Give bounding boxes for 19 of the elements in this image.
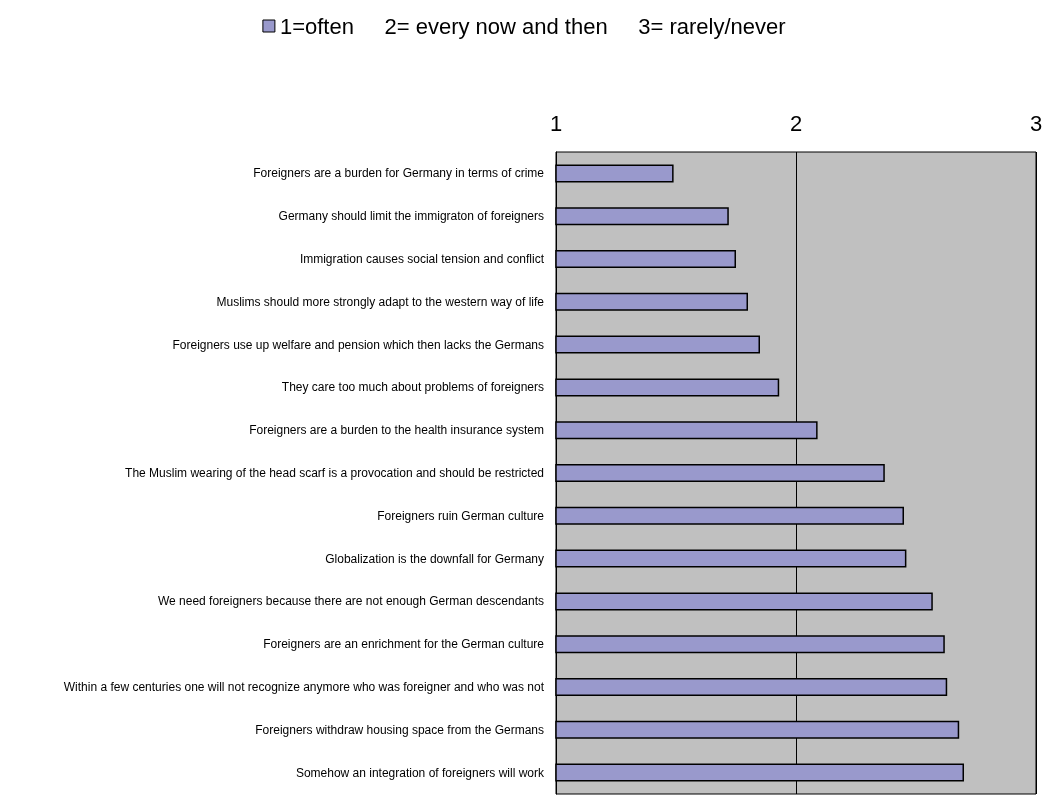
y-tick-label: We need foreigners because there are not enough German descendants <box>157 594 544 609</box>
y-tick-label: Muslims should more strongly adapt to the western way of life <box>216 294 545 309</box>
y-tick-label: Foreigners use up welfare and pension which then lacks the Germans <box>172 337 544 352</box>
y-tick-label: Foreigners are a burden for Germany in terms of crime <box>253 166 545 181</box>
x-tick-label: 1 <box>549 110 563 136</box>
y-tick-label: Foreigners ruin German culture <box>377 508 545 523</box>
y-tick-label: They care too much about problems of foreigners <box>281 380 544 395</box>
y-tick-label: Foreigners are a burden to the health insurance system <box>249 423 544 438</box>
y-tick-label: Immigration causes social tension and conflict <box>299 252 545 266</box>
y-tick-label: The Muslim wearing of the head scarf is a provocation and should be restricted <box>125 466 544 480</box>
y-tick-label: Foreigners are an enrichment for the German culture <box>263 637 545 652</box>
y-tick-label: Foreigners withdraw housing space from the Germans <box>255 722 544 737</box>
legend-label: 1=often 2= every now and then 3= rarely/never <box>279 13 786 39</box>
y-tick-label: Somehow an integration of foreigners will work <box>295 765 545 780</box>
y-tick-label: Germany should limit the immigraton of foreigners <box>278 209 544 224</box>
y-tick-label: Globalization is the downfall for Germany <box>325 551 544 566</box>
x-tick-label: 3 <box>1029 110 1043 136</box>
y-tick-label: Within a few centuries one will not recognize anymore who was foreigner and who was not <box>63 680 545 694</box>
x-tick-label: 2 <box>789 110 803 136</box>
